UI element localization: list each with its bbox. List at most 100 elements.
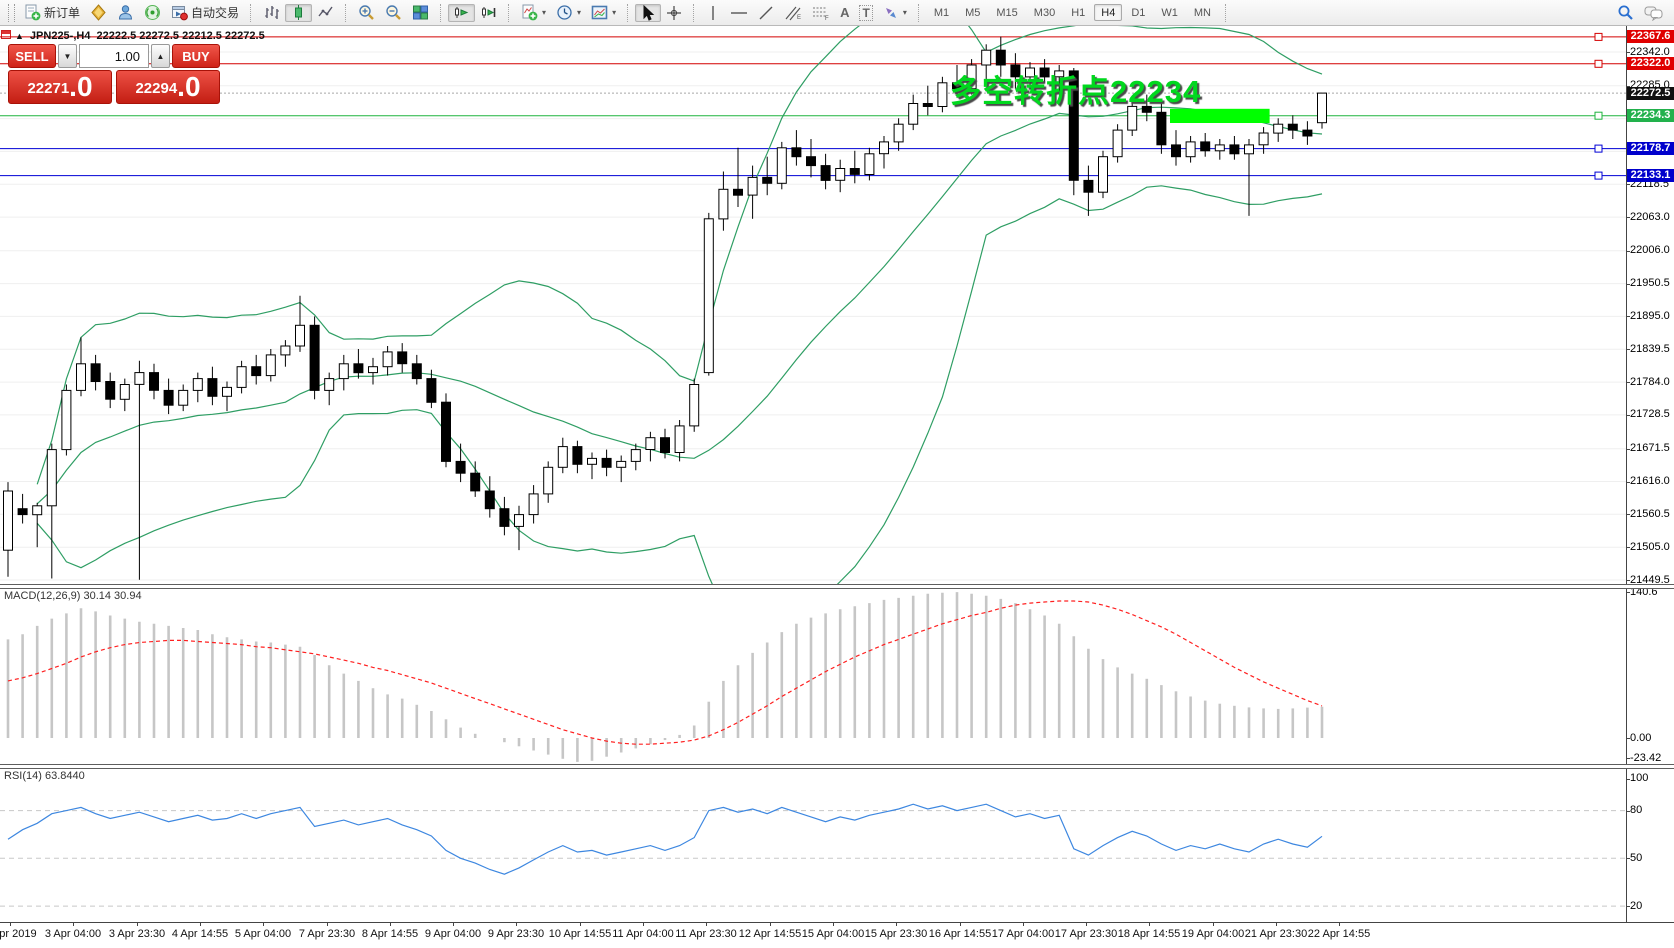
candle-body [1098,156,1108,193]
candle-body [76,363,86,391]
price-level-badge[interactable]: 22367.6 [1627,30,1674,43]
buy-price-button[interactable]: 22294.0 [116,70,220,104]
price-axis-tick: 21505.0 [1630,541,1670,553]
navigator-button[interactable] [112,4,139,22]
candle-body [1039,67,1050,78]
date-tick-mark [770,922,771,926]
zoom-out-button[interactable] [380,4,407,22]
candle-body [1200,141,1211,152]
timeframe-w1-button[interactable]: W1 [1161,6,1178,19]
line-handle[interactable] [1594,144,1603,153]
autotrading-button[interactable]: 自动交易 [166,4,244,22]
zoom-in-button[interactable] [353,4,380,22]
text-button[interactable]: A [835,4,854,22]
price-level-badge[interactable]: 22178.7 [1627,142,1674,155]
price-level-badge[interactable]: 22133.1 [1627,169,1674,182]
panel-separator[interactable] [0,584,1674,589]
date-axis-line [0,922,1674,923]
toolbar-grip[interactable] [8,3,15,22]
line-handle[interactable] [1594,111,1603,120]
arrows-button[interactable]: ▾ [878,4,912,22]
highlight-rectangle[interactable] [1170,108,1270,123]
rsi-line [7,803,1323,875]
candle-body [543,466,554,495]
chart-bars-button[interactable] [258,4,285,22]
candle-body [1083,179,1094,193]
autoscroll-button[interactable] [448,3,476,22]
indicators-button[interactable]: ▾ [516,4,551,22]
chart-candles-button[interactable] [285,3,313,22]
crosshair-icon [667,5,682,20]
channel-button[interactable]: E [779,4,807,22]
timeframe-h4-button[interactable]: H4 [1094,4,1123,21]
date-tick-mark [833,922,834,926]
candle-body [806,156,816,167]
candle-body [922,103,933,107]
panel-separator[interactable] [0,764,1674,769]
candle-body [1025,67,1035,78]
price-axis-tick: 21449.5 [1630,574,1670,586]
line-handle[interactable] [1594,59,1603,68]
chat-icon[interactable] [1644,4,1664,21]
candle-body [514,514,524,527]
signals-button[interactable] [139,4,166,22]
vertical-line-button[interactable] [701,4,725,22]
label-icon: T [859,4,873,21]
search-icon[interactable] [1617,4,1634,21]
chart-window-icon[interactable] [1,30,11,39]
cursor-button[interactable] [635,3,662,22]
tile-windows-icon [413,5,429,20]
metaeditor-button[interactable] [85,4,112,22]
line-handle[interactable] [1594,171,1603,180]
main-price-chart[interactable] [0,26,1626,584]
timeframe-h1-button[interactable]: H1 [1071,6,1086,19]
text-icon: A [840,5,850,20]
arrows-icon [885,7,896,18]
trendline-button[interactable] [753,4,779,22]
price-axis-tick: 22342.0 [1630,46,1670,58]
price-level-badge[interactable]: 22234.3 [1627,109,1674,122]
macd-indicator-panel[interactable] [0,588,1626,764]
chart-symbol-title: JPN225-,H4 [29,30,91,42]
new-order-button[interactable]: 新订单 [19,4,85,22]
volume-decrease-button[interactable]: ▼ [58,44,77,68]
crosshair-button[interactable] [661,4,687,22]
indicators-icon [522,4,538,21]
signals-icon [145,5,161,20]
chart-shift-button[interactable] [475,4,502,22]
timeframe-m5-button[interactable]: M5 [965,6,981,19]
candle-body [703,218,714,374]
line-handle[interactable] [1594,32,1603,41]
tile-windows-button[interactable] [407,4,434,22]
templates-button[interactable]: ▾ [586,4,621,22]
volume-increase-button[interactable]: ▲ [151,44,170,68]
axis-tick-mark [1626,811,1630,812]
arrows-caret: ▾ [902,8,907,17]
timeframe-m15-button[interactable]: M15 [996,6,1018,19]
candle-body [908,103,919,125]
buy-button[interactable]: BUY [172,44,220,68]
sell-button[interactable]: SELL [8,44,56,68]
price-level-badge[interactable]: 22322.0 [1627,57,1674,70]
periods-button[interactable]: ▾ [551,4,586,22]
candle-body [484,490,495,510]
one-click-trading-panel: SELL ▼ 1.00 ▲ BUY 22271.0 22294.0 [8,44,220,104]
timeframe-m30-button[interactable]: M30 [1033,6,1056,19]
volume-input[interactable]: 1.00 [79,44,149,68]
date-axis-label: 9 Apr 04:00 [424,928,482,940]
sell-price-button[interactable]: 22271.0 [8,70,112,104]
chart-annotation[interactable]: 多空转折点22234 [950,74,1202,109]
timeframe-m1-button[interactable]: M1 [933,6,950,19]
candle-body [660,437,670,454]
timeframe-mn-button[interactable]: MN [1193,6,1211,19]
chart-ohlc-values: 22222.5 22272.5 22212.5 22272.5 [96,30,265,42]
horizontal-line-button[interactable] [725,4,753,22]
bollinger-upper-band [36,26,1323,485]
chart-line-button[interactable] [312,4,339,22]
price-level-badge[interactable]: 22272.5 [1627,87,1674,100]
rsi-indicator-panel[interactable] [0,768,1626,922]
date-tick-mark [453,922,454,926]
label-button[interactable]: T [854,4,877,22]
timeframe-d1-button[interactable]: D1 [1131,6,1146,19]
fibonacci-button[interactable]: F [807,4,835,22]
